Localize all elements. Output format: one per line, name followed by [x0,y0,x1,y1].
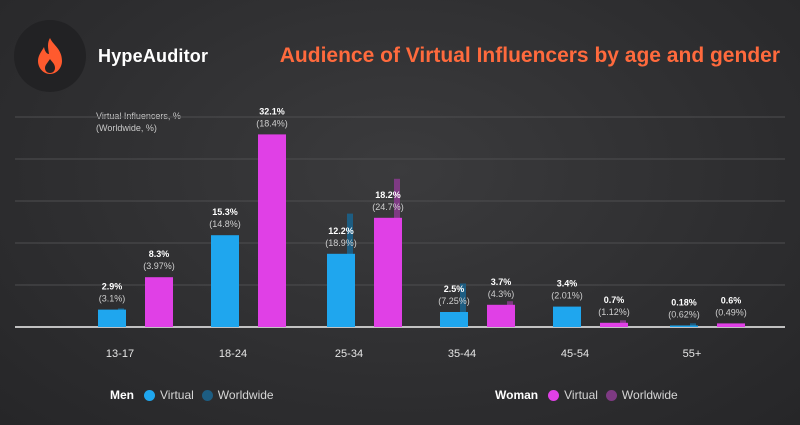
bar-women-virtual [487,304,515,327]
data-label-men-worldwide: (14.8%) [209,219,241,229]
bar-men-virtual [440,312,468,327]
data-label-women-worldwide: (24.7%) [372,202,404,212]
legend-men-label: Men [110,388,134,402]
data-label-women-worldwide: (1.12%) [598,307,630,317]
data-label-women-worldwide: (4.3%) [488,289,515,299]
bar-men-virtual [670,325,698,327]
bar-women-virtual [258,134,286,327]
bar-women-virtual [374,217,402,327]
legend-dot-men-worldwide [201,389,213,401]
data-label-women-worldwide: (3.97%) [143,261,175,271]
data-label-men-virtual: 2.5% [444,284,465,294]
y-axis-label: Virtual Influencers, % (Worldwide, %) [96,110,181,134]
legend-men-worldwide: Worldwide [201,388,274,402]
data-label-women-virtual: 18.2% [375,190,401,200]
data-label-women-virtual: 32.1% [259,106,285,116]
legend-men-worldwide-label: Worldwide [217,388,274,402]
chart-title: Audience of Virtual Influencers by age a… [279,44,780,67]
bar-men-virtual [553,306,581,327]
data-label-men-worldwide: (3.1%) [99,294,126,304]
x-tick-label: 45-54 [561,348,589,360]
legend-women-worldwide-label: Worldwide [621,388,678,402]
y-axis-label-line1: Virtual Influencers, % [96,111,181,121]
data-label-women-worldwide: (18.4%) [256,118,288,128]
legend-men-virtual: Virtual [144,388,194,402]
data-label-men-virtual: 2.9% [102,282,123,292]
legend-women: Woman Virtual Worldwide [495,388,686,402]
data-label-men-virtual: 0.18% [671,298,697,308]
y-axis-label-line2: (Worldwide, %) [96,123,157,133]
legend-dot-men-virtual [144,389,155,401]
legend-women-virtual: Virtual [548,388,598,402]
data-label-women-virtual: 0.6% [721,295,742,305]
legend-women-label: Woman [495,388,539,402]
bar-women-virtual [717,323,745,327]
bar-chart: 2.9% (3.1%) 8.3% (3.97%) 13-17 15.3% (14.8%) 32… [15,106,785,360]
data-label-women-virtual: 8.3% [149,249,170,259]
logo-badge [14,20,86,92]
x-tick-label: 35-44 [448,348,476,360]
legend-women-worldwide: Worldwide [605,388,678,402]
logo: HypeAuditor [14,20,208,92]
data-label-women-virtual: 0.7% [604,295,625,305]
legend-dot-women-worldwide [605,389,617,401]
legend-men: Men Virtual Worldwide [110,388,282,402]
bar-men-worldwide [690,323,696,327]
data-label-men-worldwide: (7.25%) [438,296,470,306]
x-tick-label: 13-17 [106,348,134,360]
legend-men-virtual-label: Virtual [160,388,194,402]
bar-men-virtual [327,253,355,327]
flame-icon [38,38,62,74]
data-label-women-virtual: 3.7% [491,277,512,287]
x-tick-label: 25-34 [335,348,363,360]
brand-name: HypeAuditor [98,45,209,66]
data-label-women-worldwide: (0.49%) [715,307,747,317]
x-tick-label: 55+ [683,348,702,360]
bar-women-virtual [145,277,173,327]
bar-men-virtual [211,235,239,327]
legend-women-virtual-label: Virtual [564,388,598,402]
bar-men-worldwide [460,283,466,327]
data-label-men-worldwide: (2.01%) [551,291,583,301]
x-tick-label: 18-24 [219,348,247,360]
bar-women-virtual [600,322,628,327]
data-label-men-worldwide: (18.9%) [325,238,357,248]
data-label-men-virtual: 12.2% [328,226,354,236]
legend-dot-women-virtual [548,389,560,401]
data-label-men-virtual: 3.4% [557,279,578,289]
data-label-men-virtual: 15.3% [212,207,238,217]
bar-men-virtual [98,309,126,327]
data-label-men-worldwide: (0.62%) [668,310,700,320]
